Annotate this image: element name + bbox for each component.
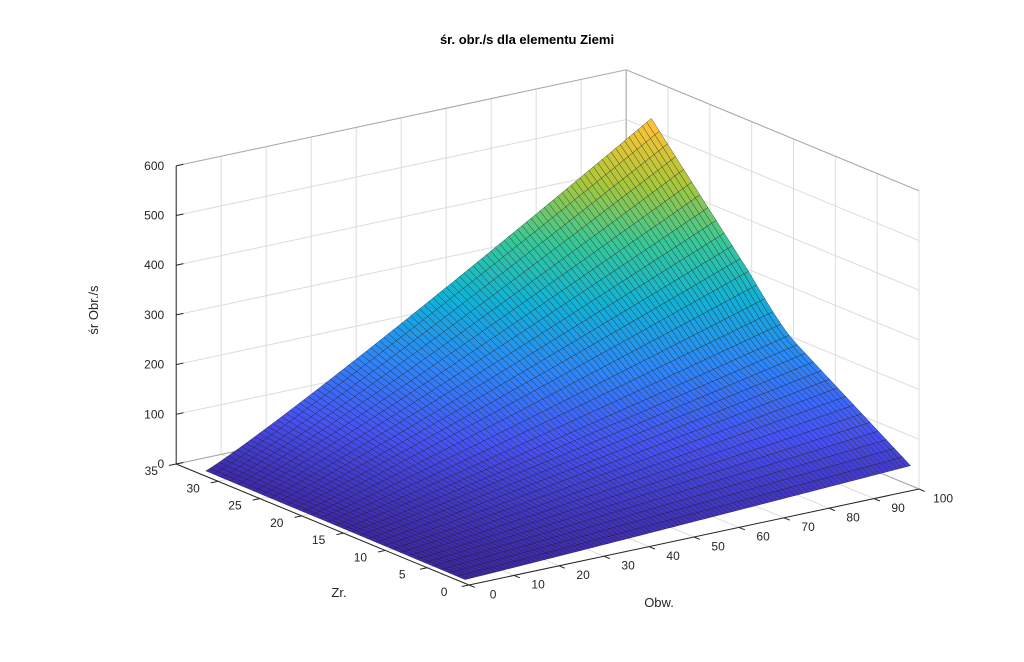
y-tick-label: 20	[270, 516, 284, 530]
y-tick-labels: 0 5 10 15 20 25 30 35	[145, 463, 470, 599]
z-tick-label: 0	[158, 457, 165, 471]
x-tick-label: 80	[846, 510, 860, 524]
x-tick-mark	[783, 517, 791, 521]
z-tick-label: 500	[144, 209, 164, 223]
surface-patch	[897, 456, 912, 468]
y-tick-label: 30	[186, 481, 200, 495]
y-tick-mark	[252, 498, 260, 501]
y-tick-mark	[378, 549, 386, 553]
z-tick-labels: 0 100 200 300 400 500 600	[144, 159, 184, 471]
x-tick-label: 10	[531, 578, 545, 592]
y-tick-label: 15	[312, 533, 326, 547]
x-tick-label: 30	[621, 558, 635, 572]
x-tick-mark	[828, 507, 836, 512]
y-tick-label: 0	[441, 585, 448, 599]
x-tick-label: 60	[756, 530, 770, 544]
y-tick-label: 35	[145, 464, 159, 478]
y-tick-mark	[168, 463, 177, 467]
x-tick-mark	[918, 488, 926, 492]
z-tick-label: 300	[144, 308, 164, 322]
x-tick-label: 100	[933, 491, 953, 505]
x-tick-label: 90	[891, 501, 905, 515]
axis-line	[175, 463, 470, 586]
x-tick-mark	[873, 498, 881, 502]
y-tick-label: 5	[399, 568, 406, 582]
x-tick-labels: 0 10 20 30 40 50 60 70 80 90 100	[468, 488, 953, 601]
z-tick-label: 200	[144, 358, 164, 372]
x-tick-mark	[648, 546, 656, 550]
y-tick-label: 10	[354, 550, 368, 564]
x-tick-label: 20	[576, 568, 590, 582]
y-tick-mark	[210, 480, 219, 484]
z-tick-label: 100	[144, 407, 164, 421]
z-tick-mark	[176, 412, 184, 415]
x-tick-mark	[558, 565, 566, 569]
chart-title: śr. obr./s dla elementu Ziemi	[440, 32, 614, 47]
y-tick-mark	[461, 584, 470, 588]
surface-mesh	[205, 118, 912, 580]
x-tick-label: 40	[666, 549, 680, 563]
x-tick-mark	[693, 536, 701, 540]
x-tick-mark	[603, 555, 611, 560]
y-tick-mark	[294, 515, 302, 518]
x-tick-label: 0	[490, 587, 497, 601]
z-tick-mark	[176, 362, 184, 366]
z-tick-mark	[176, 312, 184, 316]
z-axis-label: śr Obr./s	[86, 285, 101, 335]
x-axis-label: Obw.	[644, 595, 674, 610]
x-tick-mark	[468, 584, 476, 588]
z-tick-mark	[176, 263, 184, 266]
x-tick-mark	[513, 574, 521, 579]
y-tick-mark	[419, 567, 428, 570]
y-tick-mark	[336, 532, 344, 536]
box-edge	[176, 69, 627, 167]
z-tick-mark	[176, 461, 184, 465]
x-tick-label: 70	[801, 520, 815, 534]
z-tick-mark	[176, 213, 184, 216]
y-tick-label: 25	[228, 499, 242, 513]
box-edge	[625, 69, 920, 192]
z-tick-label: 400	[144, 258, 164, 272]
y-axis-label: Zr.	[331, 585, 346, 600]
x-tick-mark	[738, 526, 746, 531]
z-tick-label: 600	[144, 159, 164, 173]
x-tick-label: 50	[711, 539, 725, 553]
z-tick-mark	[176, 163, 184, 167]
